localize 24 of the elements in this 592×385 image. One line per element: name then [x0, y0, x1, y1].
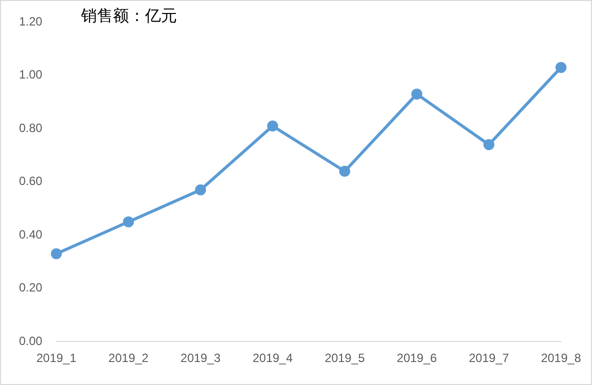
- y-tick-label: 0.80: [18, 120, 43, 135]
- point: [122, 216, 134, 228]
- y-tick-label: 0.40: [18, 227, 43, 242]
- chart-title: 销售额：亿元: [80, 6, 177, 26]
- point: [555, 62, 566, 73]
- point: [50, 248, 62, 260]
- point: [411, 88, 422, 100]
- x-tick-label: 2019_5: [324, 351, 366, 366]
- y-tick-label: 0.60: [18, 174, 43, 188]
- y-tick-label: 0.20: [18, 280, 43, 295]
- point: [195, 184, 206, 196]
- x-tick-label: 2019_4: [252, 351, 293, 366]
- y-tick-label: 1.00: [18, 68, 43, 82]
- x-tick-label: 2019_6: [396, 351, 438, 366]
- x-tick-label: 2019_1: [36, 351, 77, 366]
- y-tick-label: 1.20: [18, 14, 43, 29]
- x-tick-label: 2019_7: [468, 351, 510, 366]
- x-tick-label: 2019_2: [108, 351, 149, 366]
- point: [483, 139, 494, 150]
- x-tick-label: 2019_3: [180, 351, 221, 366]
- x-tick-label: 2019_8: [540, 351, 582, 366]
- point: [267, 120, 278, 132]
- point: [339, 166, 350, 177]
- y-tick-label: 0.00: [18, 334, 43, 348]
